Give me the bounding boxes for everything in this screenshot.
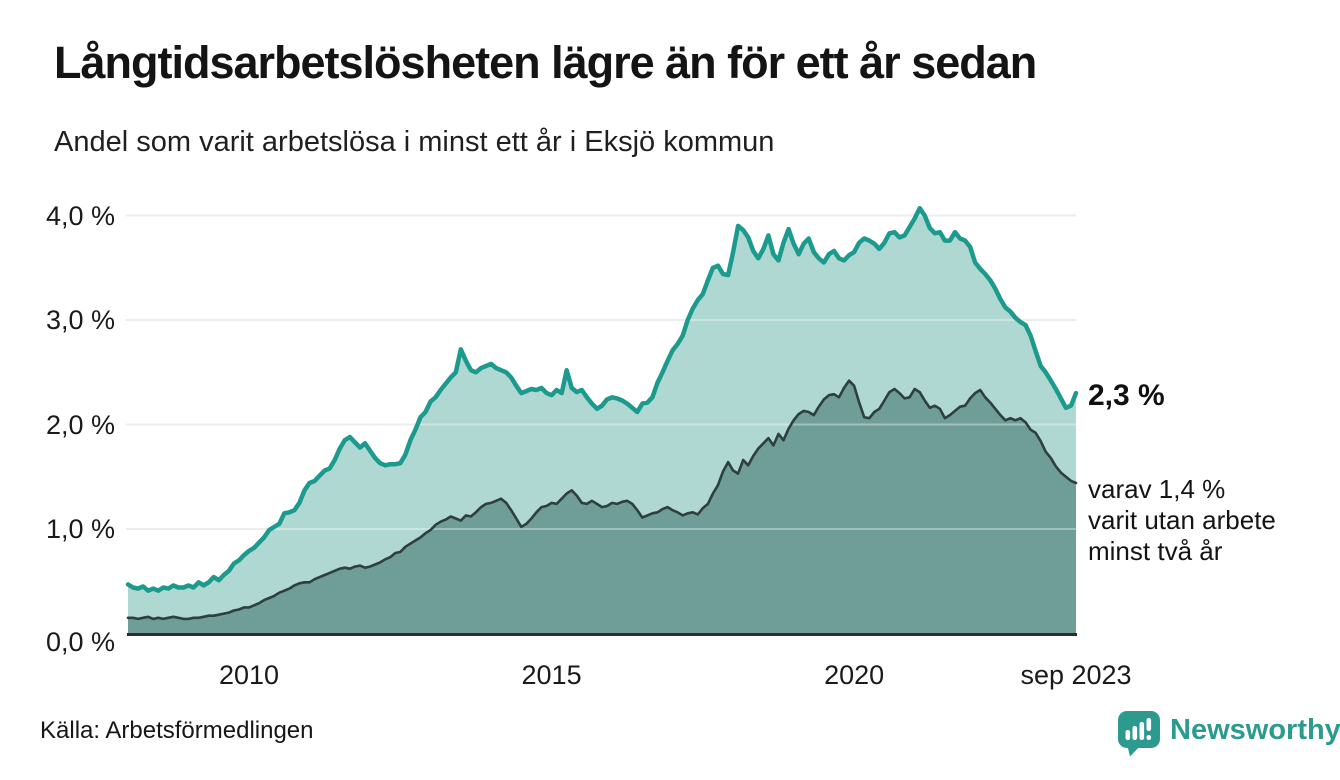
x-tick-label: 2020 xyxy=(824,660,885,690)
y-tick-label: 4,0 % xyxy=(45,200,115,231)
series-min1yr-line xyxy=(125,205,1079,593)
secondary-annotation-line: varit utan arbete xyxy=(1088,505,1276,535)
x-tick-label: 2010 xyxy=(218,660,280,690)
secondary-annotation: varav 1,4 % varit utan arbete minst två … xyxy=(1088,474,1276,567)
y-tick-label: 2,0 % xyxy=(45,409,115,440)
x-tick-label: 2015 xyxy=(521,660,582,690)
series-min2yr-line xyxy=(126,379,1078,621)
y-tick-label: 0,0 % xyxy=(45,626,115,657)
secondary-annotation-line: minst två år xyxy=(1088,536,1223,566)
newsworthy-logo: Newsworthy xyxy=(1117,710,1340,757)
newsworthy-wordmark: Newsworthy xyxy=(1170,714,1340,746)
secondary-annotation-line: varav 1,4 % xyxy=(1088,474,1226,504)
newsworthy-bubble-icon xyxy=(1118,711,1160,757)
y-tick-label: 1,0 % xyxy=(45,514,115,544)
end-value-label: 2,3 % xyxy=(1088,379,1165,412)
source-credit: Källa: Arbetsförmedlingen xyxy=(40,717,314,744)
y-tick-label: 3,0 % xyxy=(45,305,115,335)
x-tick-label: sep 2023 xyxy=(1020,660,1132,690)
chart-subtitle: Andel som varit arbetslösa i minst ett å… xyxy=(54,126,775,158)
page-title: Långtidsarbetslösheten lägre än för ett … xyxy=(54,37,1037,88)
series-min2yr-area xyxy=(128,380,1076,634)
